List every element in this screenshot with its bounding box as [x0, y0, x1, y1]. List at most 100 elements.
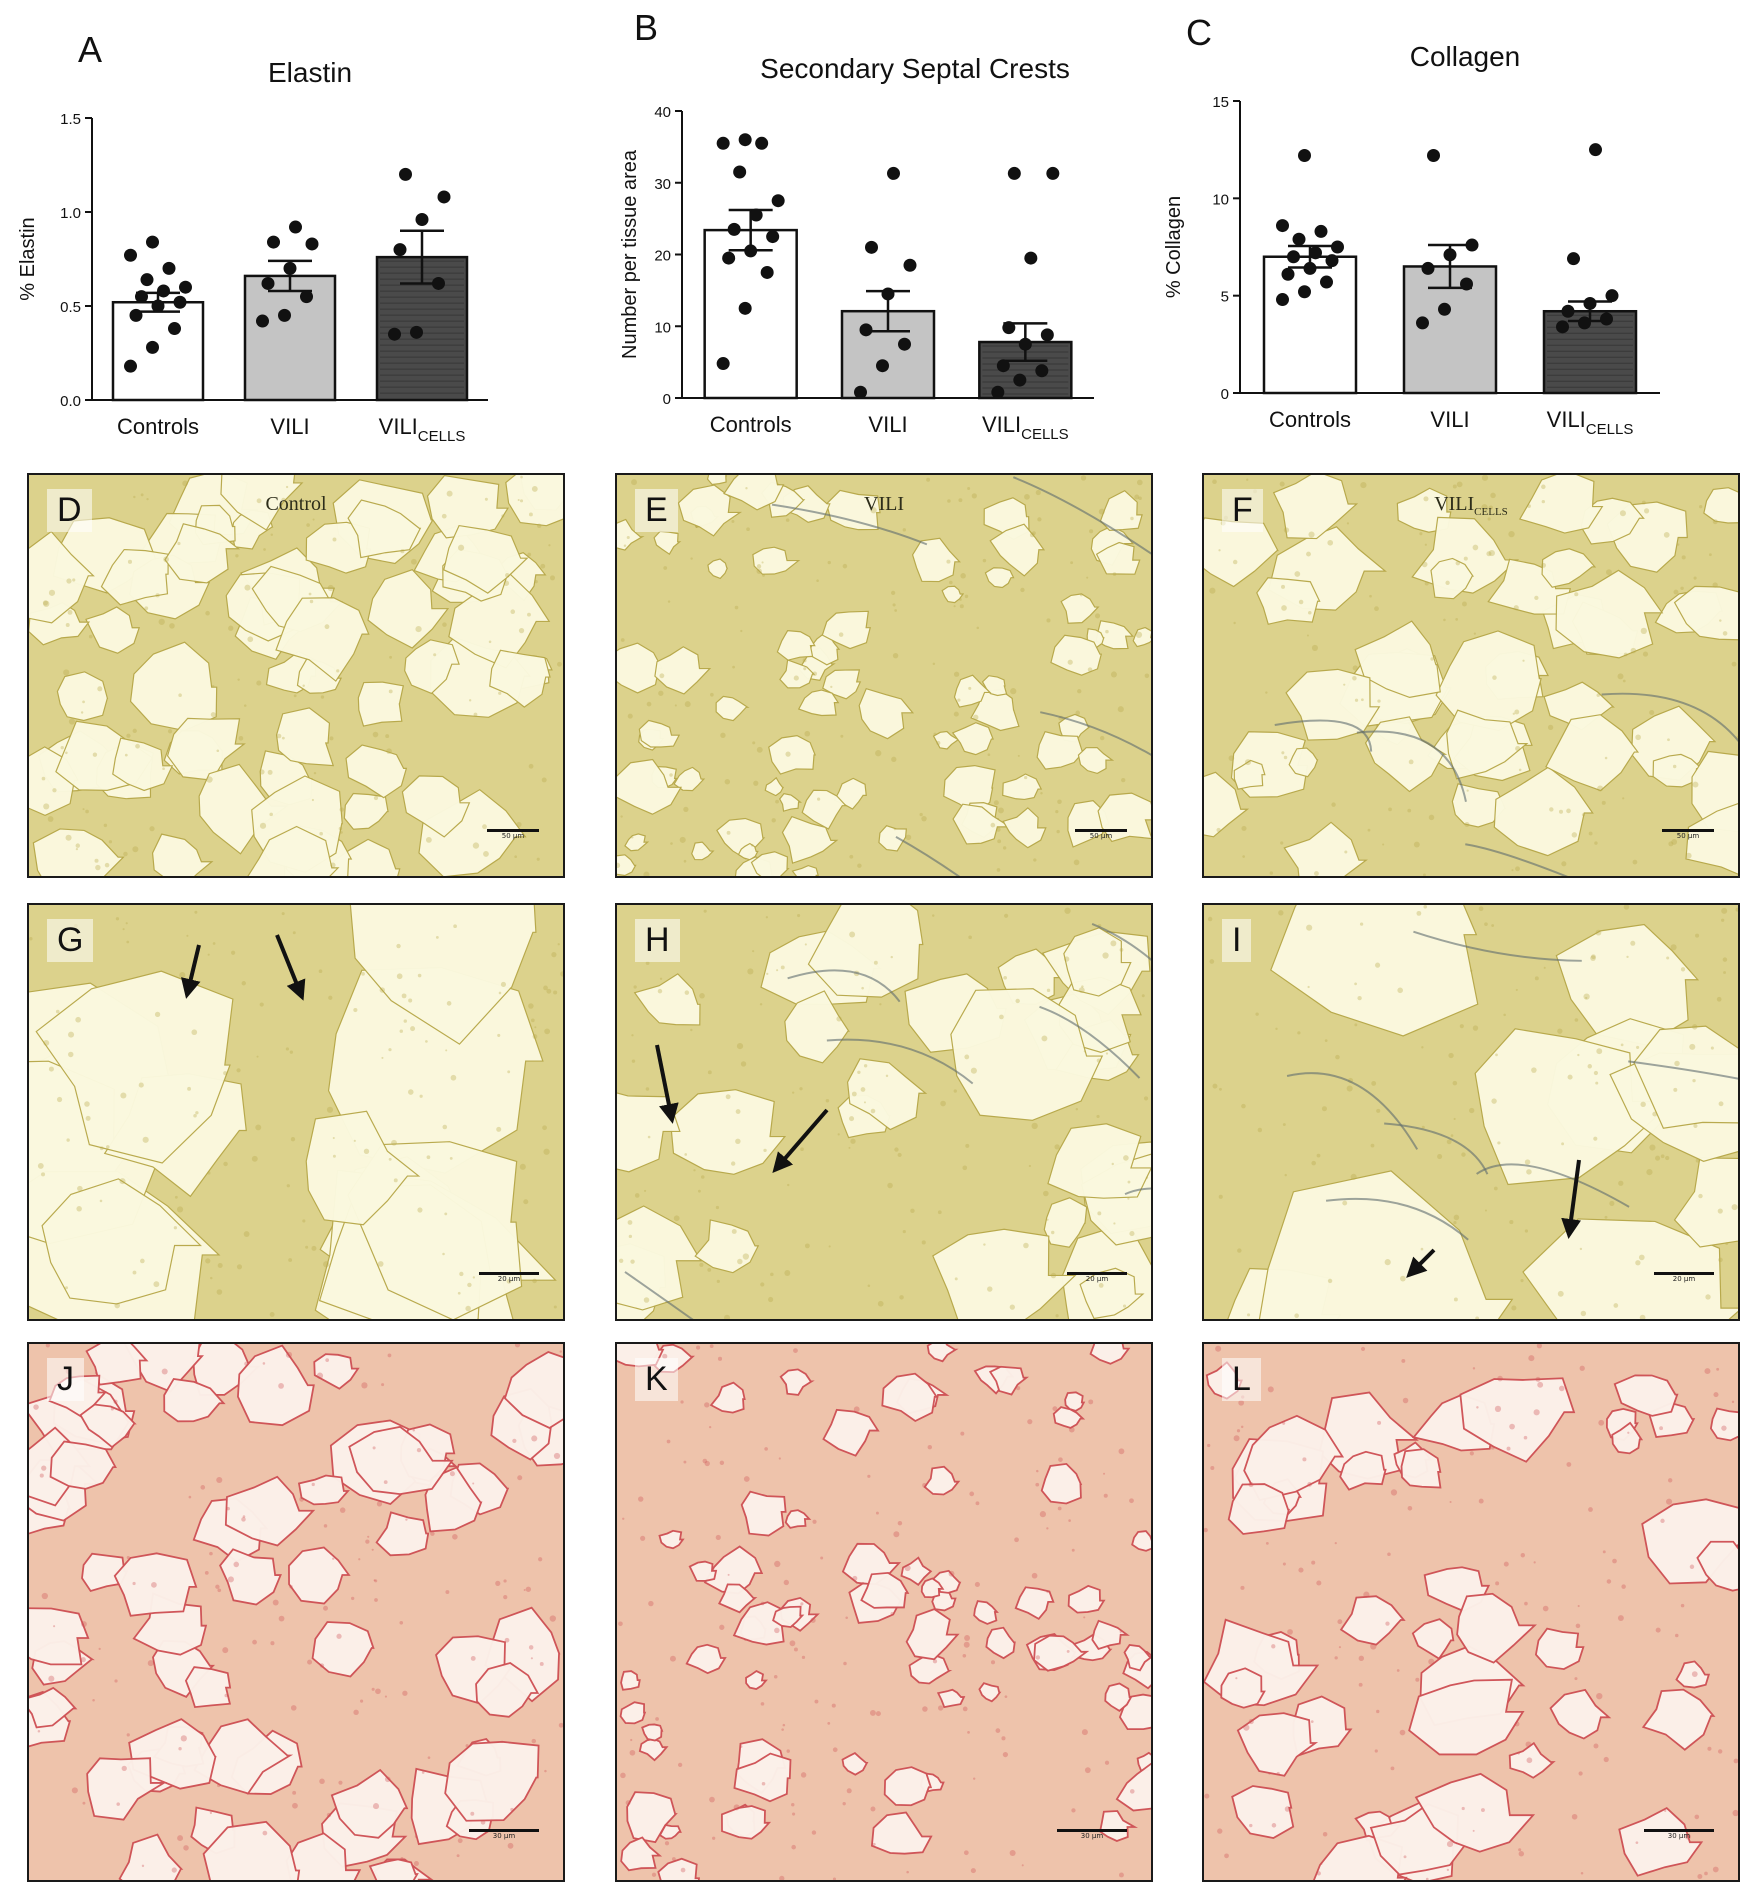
- cell-speck: [546, 988, 552, 994]
- alveolar-space: [357, 681, 405, 727]
- alveolar-space: [129, 641, 218, 732]
- data-point: [738, 301, 752, 315]
- cell-speck: [1282, 1123, 1286, 1127]
- cell-speck: [518, 627, 525, 634]
- alveolar-space: [638, 719, 681, 748]
- cell-speck: [1402, 1397, 1409, 1404]
- alveolar-space: [1099, 1810, 1138, 1842]
- cell-speck: [620, 1772, 626, 1779]
- cell-speck: [140, 493, 144, 497]
- cell-speck: [243, 1231, 250, 1237]
- micrograph-panel-D: D Control 50 µm: [27, 473, 565, 878]
- cell-speck: [1655, 1627, 1661, 1633]
- cell-speck: [507, 1070, 511, 1074]
- x-tick-label-sub: CELLS: [1021, 426, 1069, 443]
- cell-speck: [1316, 1153, 1321, 1158]
- x-tick-label-main: Controls: [117, 414, 199, 439]
- cell-speck: [1311, 644, 1318, 651]
- cell-speck: [973, 714, 979, 720]
- micrograph-panel-L: L 30 µm: [1202, 1342, 1740, 1882]
- cell-speck: [731, 519, 735, 523]
- cell-speck: [1327, 539, 1334, 546]
- cell-speck: [1518, 768, 1522, 772]
- cell-speck: [1141, 994, 1145, 998]
- scale-bar-label: 30 µm: [1667, 1832, 1691, 1840]
- alveolar-space: [1233, 759, 1266, 790]
- cell-speck: [937, 1210, 942, 1215]
- cell-speck: [1071, 1548, 1075, 1552]
- cell-speck: [1526, 1169, 1532, 1175]
- cell-speck: [887, 1182, 893, 1189]
- cell-speck: [1587, 1064, 1593, 1069]
- cell-speck: [1360, 1346, 1366, 1352]
- cell-speck: [402, 1690, 408, 1696]
- cell-speck: [1374, 1749, 1378, 1753]
- alveolar-space: [1063, 927, 1132, 997]
- alveolar-space: [1033, 1634, 1090, 1672]
- cell-speck: [255, 1124, 262, 1131]
- cell-speck: [1027, 1419, 1033, 1425]
- cell-speck: [1567, 1074, 1573, 1080]
- cell-speck: [710, 692, 714, 697]
- cell-speck: [1692, 1024, 1698, 1030]
- cell-speck: [1594, 841, 1598, 845]
- cell-speck: [84, 1101, 90, 1107]
- cell-speck: [1009, 1849, 1016, 1857]
- cell-speck: [1112, 572, 1117, 576]
- cell-speck: [206, 776, 213, 783]
- alveolar-space: [1060, 593, 1100, 624]
- alveolar-space: [505, 475, 563, 527]
- cell-speck: [810, 1617, 816, 1623]
- alveolar-space: [489, 649, 551, 708]
- cell-speck: [1031, 1572, 1038, 1579]
- cell-speck: [1473, 632, 1476, 635]
- cell-speck: [290, 1705, 297, 1711]
- cell-speck: [1488, 505, 1493, 510]
- alveolar-space: [791, 864, 819, 876]
- cell-speck: [716, 1279, 720, 1283]
- cell-speck: [1704, 1871, 1708, 1876]
- cell-speck: [1407, 808, 1412, 813]
- x-tick-label-sub: CELLS: [418, 428, 466, 445]
- cell-speck: [1566, 1462, 1572, 1467]
- cell-speck: [417, 973, 422, 978]
- cell-speck: [1343, 683, 1346, 686]
- cell-speck: [158, 618, 165, 625]
- cell-speck: [1630, 647, 1637, 654]
- cell-speck: [775, 799, 779, 804]
- cell-speck: [97, 686, 103, 692]
- alveolar-space: [1132, 626, 1151, 648]
- cell-speck: [338, 826, 343, 831]
- panel-title: VILICELLS: [1204, 493, 1738, 518]
- cell-speck: [1470, 969, 1473, 972]
- alveolar-space: [29, 530, 95, 624]
- cell-speck: [1673, 1087, 1678, 1092]
- cell-speck: [765, 916, 768, 919]
- cell-speck: [1635, 1841, 1639, 1845]
- cell-speck: [120, 1092, 127, 1099]
- cell-speck: [1580, 1310, 1587, 1317]
- cell-speck: [1420, 1247, 1424, 1251]
- cell-speck: [1207, 1443, 1211, 1448]
- cell-speck: [551, 952, 557, 958]
- cell-speck: [964, 1635, 971, 1641]
- cell-speck: [756, 568, 762, 574]
- cell-speck: [797, 913, 801, 918]
- cell-speck: [1374, 962, 1381, 968]
- cell-speck: [512, 1438, 517, 1444]
- elastic-fiber: [1628, 1060, 1738, 1080]
- cell-speck: [987, 753, 991, 757]
- data-point: [738, 133, 752, 147]
- cell-speck: [121, 1765, 127, 1772]
- alveolar-space: [1641, 1688, 1716, 1751]
- cell-speck: [278, 1615, 285, 1622]
- cell-speck: [876, 1511, 879, 1515]
- alveolar-space: [1541, 548, 1597, 588]
- cell-speck: [897, 1520, 903, 1526]
- cell-speck: [33, 1404, 39, 1410]
- cell-speck: [1534, 595, 1539, 600]
- panel-title-main: VILI: [1434, 493, 1475, 515]
- cell-speck: [1691, 1671, 1698, 1677]
- cell-speck: [1585, 996, 1588, 1000]
- cell-speck: [259, 1002, 264, 1007]
